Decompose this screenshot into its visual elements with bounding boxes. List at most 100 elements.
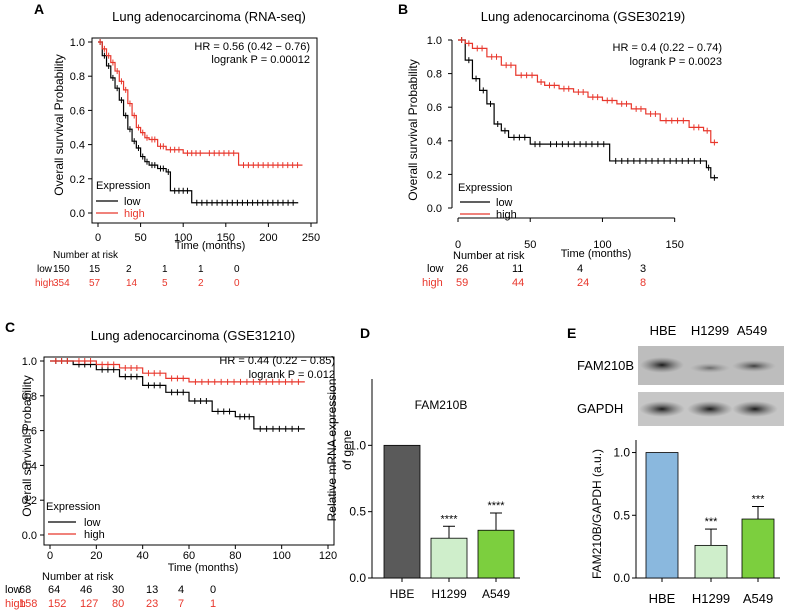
panel-a-risk-low-value: 15: [89, 264, 101, 275]
panel-a-xlabel: Time (months): [175, 240, 246, 252]
panel-b-axes: 0.0 0.2 0.4 0.6 0.8 1.0 0 50 100 150: [427, 35, 684, 251]
panel-e-significance: ***: [752, 493, 766, 505]
panel-b-xtick-label: 150: [665, 239, 683, 251]
panel-e-blot-label-a549: A549: [737, 323, 767, 338]
panel-b-xtick-label: 100: [593, 239, 611, 251]
panel-e-band-gapdh-h1299: [687, 401, 733, 417]
panel-b-xtick-label: 0: [455, 239, 461, 251]
panel-d-plot: **** ****: [383, 444, 515, 579]
panel-c-risk-high-value: 23: [146, 598, 158, 610]
panel-c-risk-high-value: 1: [210, 598, 216, 610]
panel-b-risk-low-value: 3: [640, 263, 646, 275]
panel-a-curve-high: [98, 41, 303, 166]
panel-b-risk-low-value: 4: [577, 263, 583, 275]
panel-e: E HBE H1299 A549 FAM210B GAPDH: [567, 323, 784, 606]
panel-c-risk-low-value: 13: [146, 584, 158, 596]
panel-c-ytick-label: 0.2: [22, 495, 37, 507]
panel-b-legend-low: low: [496, 197, 513, 209]
panel-c-risk-table: 68 64 46 30 13 4 0 158 152 127 80 23 7 1: [19, 584, 216, 610]
panel-a-xtick-label: 100: [174, 232, 192, 244]
panel-c-risk-high-value: 127: [80, 598, 98, 610]
panel-a-ytick-label: 0.6: [70, 105, 85, 117]
panel-b-ytick-label: 0.0: [427, 203, 442, 215]
panel-a-risk-high-label: high: [35, 278, 54, 289]
panel-c-letter: C: [5, 319, 15, 335]
panel-c-ylabel: Overall survival Probability: [20, 375, 34, 516]
panel-a-ytick-label: 1.0: [70, 37, 85, 49]
panel-a-hr: HR = 0.56 (0.42 − 0.76): [194, 41, 310, 53]
panel-d-ytick-label: 0.5: [349, 505, 366, 519]
panel-a-xtick-label: 200: [259, 232, 277, 244]
panel-a-plot: [98, 39, 303, 206]
panel-a-frame: [91, 37, 318, 224]
panel-a-risk-high-value: 14: [126, 278, 138, 289]
panel-c-xtick-label: 80: [229, 550, 241, 562]
panel-b-plot: [458, 37, 718, 181]
panel-b-risk-low-value: 26: [456, 263, 468, 275]
panel-c-ytick-label: 0.0: [22, 530, 37, 542]
panel-b-hr: HR = 0.4 (0.22 − 0.74): [613, 42, 722, 54]
panel-b-risk-high-value: 44: [512, 277, 524, 289]
panel-e-ylabel: FAM210B/GAPDH (a.u.): [590, 449, 604, 579]
panel-b-curve-low: [458, 39, 718, 179]
panel-a-ytick-label: 0.8: [70, 71, 85, 83]
panel-a-risk-title: Number at risk: [53, 250, 119, 261]
panel-c-ytick-label: 0.6: [22, 426, 37, 438]
panel-a-ytick-label: 0.2: [70, 174, 85, 186]
panel-a-letter: A: [34, 1, 44, 17]
panel-b-risk-high-value: 59: [456, 277, 468, 289]
panel-a-xtick-label: 0: [95, 232, 101, 244]
panel-d-ylabel-line2: of gene: [340, 430, 354, 470]
panel-d-title: FAM210B: [415, 398, 468, 412]
panel-e-ytick-label: 1.0: [613, 446, 630, 460]
panel-c-axes: 0.0 0.2 0.4 0.6 0.8 1.0 0 20 40 60 80 100 120: [22, 356, 337, 562]
panel-a-xtick-label: 150: [217, 232, 235, 244]
panel-c-xtick-label: 40: [137, 550, 149, 562]
panel-a-legend-high: high: [124, 208, 145, 220]
panel-d: D FAM210B Relative mRNA expression of ge…: [325, 325, 520, 601]
panel-c-legend-high: high: [84, 529, 105, 541]
panel-c-risk-low-value: 4: [178, 584, 184, 596]
panel-c-title: Lung adenocarcinoma (GSE31210): [91, 328, 296, 343]
panel-e-band-fam210b-hbe: [640, 357, 684, 373]
panel-e-significance: ***: [705, 516, 719, 528]
panel-d-significance: ****: [440, 513, 458, 525]
panel-c-risk-low-value: 64: [48, 584, 60, 596]
panel-c-ytick-label: 1.0: [22, 356, 37, 368]
panel-c-risk-low-value: 30: [112, 584, 124, 596]
panel-e-category-label: A549: [743, 591, 773, 606]
panel-c-plot: [50, 358, 305, 432]
panel-d-bar-a549: [477, 529, 515, 579]
panel-a-risk-high-value: 0: [234, 278, 240, 289]
panel-c-risk-title: Number at risk: [42, 571, 114, 583]
panel-e-band-gapdh-hbe: [639, 401, 685, 417]
panel-b-risk-high-label: high: [422, 277, 443, 289]
panel-b-title: Lung adenocarcinoma (GSE30219): [481, 9, 686, 24]
panel-a-axes: 0.0 0.2 0.4 0.6 0.8 1.0 0 50 100 150 200 250: [70, 37, 320, 244]
panel-a-legend-title: Expression: [96, 180, 150, 192]
panel-a-risk-low-label: low: [37, 264, 53, 275]
panel-e-blot-label-h1299: H1299: [691, 323, 729, 338]
panel-c: C Lung adenocarcinoma (GSE31210) HR = 0.…: [5, 319, 337, 610]
panel-b-risk-low-label: low: [427, 263, 444, 275]
panel-c-risk-low-value: 46: [80, 584, 92, 596]
panel-a-logrank: logrank P = 0.00012: [211, 54, 310, 66]
panel-a-risk-low-value: 0: [234, 264, 240, 275]
panel-a-ytick-label: 0.0: [70, 208, 85, 220]
panel-c-xtick-label: 120: [319, 550, 337, 562]
panel-d-significance: ****: [487, 500, 505, 512]
panel-b-ytick-label: 0.4: [427, 136, 442, 148]
panel-b-legend-title: Expression: [458, 182, 512, 194]
panel-d-category-label: H1299: [431, 587, 467, 601]
panel-b-risk-title: Number at risk: [453, 250, 525, 262]
panel-a-risk-low-value: 150: [53, 264, 70, 275]
panel-a-risk-high-value: 354: [53, 278, 70, 289]
panel-b-risk-table: 26 11 4 3 59 44 24 8: [456, 263, 646, 289]
panel-a-xtick-label: 50: [134, 232, 146, 244]
panel-d-category-label: HBE: [390, 587, 415, 601]
panel-a-risk-low-value: 2: [126, 264, 132, 275]
panel-b-risk-high-value: 8: [640, 277, 646, 289]
panel-a-xtick-label: 250: [302, 232, 320, 244]
panel-e-blot-row-gapdh: GAPDH: [577, 401, 623, 416]
panel-a-risk-high-value: 57: [89, 278, 101, 289]
